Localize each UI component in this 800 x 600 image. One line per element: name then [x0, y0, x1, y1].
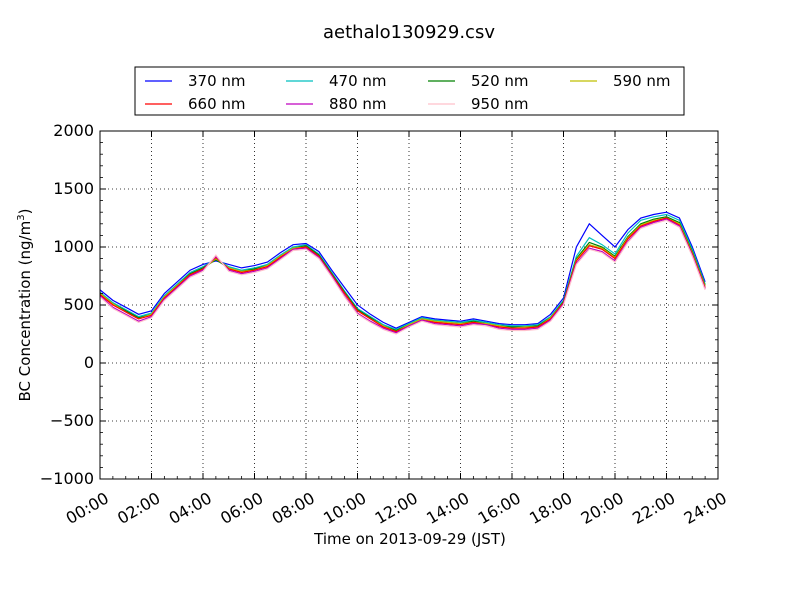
x-tick-label: 10:00	[320, 488, 369, 528]
legend-label: 880 nm	[329, 95, 387, 113]
y-tick-label: 2000	[53, 121, 94, 140]
series-line-6	[99, 219, 706, 335]
x-tick-label: 08:00	[269, 488, 318, 528]
x-axis-label: Time on 2013-09-29 (JST)	[313, 530, 506, 548]
x-tick-label: 02:00	[114, 488, 163, 528]
grid	[99, 130, 719, 480]
series-line-4	[99, 217, 706, 333]
legend-label: 520 nm	[471, 72, 529, 90]
series-line-2	[99, 216, 706, 332]
x-tick-label: 06:00	[217, 488, 266, 528]
legend-label: 470 nm	[329, 72, 387, 90]
legend-label: 660 nm	[188, 95, 246, 113]
legend-frame	[134, 66, 685, 116]
x-tick-label: 12:00	[372, 488, 421, 528]
series-group	[99, 211, 706, 335]
x-tick-label: 22:00	[629, 488, 678, 528]
y-axis-label-sup: 3	[16, 214, 27, 220]
series-line-5	[99, 218, 706, 334]
x-tick-label: 00:00	[63, 488, 112, 528]
y-tick-label: −1000	[40, 469, 94, 488]
x-tick-label: 18:00	[526, 488, 575, 528]
legend-label: 590 nm	[613, 72, 671, 90]
x-tick-label: 20:00	[578, 488, 627, 528]
y-axis-label-main: BC Concentration (ng/m	[16, 221, 34, 402]
legend: 370 nm 470 nm 520 nm 590 nm 660 nm 880 nm 950 …	[134, 66, 685, 116]
legend-label: 950 nm	[471, 95, 529, 113]
x-tick-label: 14:00	[423, 488, 472, 528]
x-tick-label: 16:00	[475, 488, 524, 528]
y-axis-label: BC Concentration (ng/m3)	[16, 209, 34, 402]
chart-title: aethalo130929.csv	[323, 22, 495, 43]
y-tick-label: −500	[50, 411, 94, 430]
y-tick-label: 1000	[53, 237, 94, 256]
series-line-1	[99, 213, 706, 331]
y-tick-label: 1500	[53, 179, 94, 198]
y-tick-label: 500	[63, 295, 94, 314]
x-tick-label: 04:00	[166, 488, 215, 528]
series-line-0	[99, 211, 706, 329]
ticks: 00:00 02:00 04:00 06:00 08:00 10:00 12:00 14:00…	[40, 121, 730, 528]
x-tick-label: 24:00	[681, 488, 730, 528]
legend-label: 370 nm	[188, 72, 246, 90]
y-tick-label: 0	[84, 353, 94, 372]
y-axis-label-close: )	[16, 209, 34, 215]
